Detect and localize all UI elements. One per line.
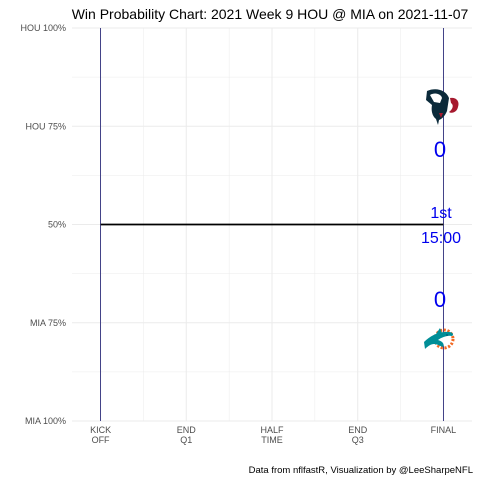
x-tick-label: FINAL [431, 425, 457, 435]
y-tick-label: MIA 75% [30, 318, 66, 328]
away-score: 0 [434, 137, 446, 162]
chart-title: Win Probability Chart: 2021 Week 9 HOU @… [72, 6, 469, 22]
y-tick-label: HOU 75% [25, 121, 66, 131]
chart-caption: Data from nflfastR, Visualization by @Le… [249, 465, 473, 476]
game-clock: 15:00 [421, 230, 461, 247]
quarter-label: 1st [430, 205, 452, 222]
home-score: 0 [434, 287, 446, 312]
y-tick-label: HOU 100% [20, 23, 66, 33]
y-tick-label: MIA 100% [25, 416, 66, 426]
x-tick-label: KICK OFF [90, 425, 111, 445]
x-tick-label: HALF TIME [260, 425, 284, 445]
y-tick-label: 50% [48, 220, 66, 230]
